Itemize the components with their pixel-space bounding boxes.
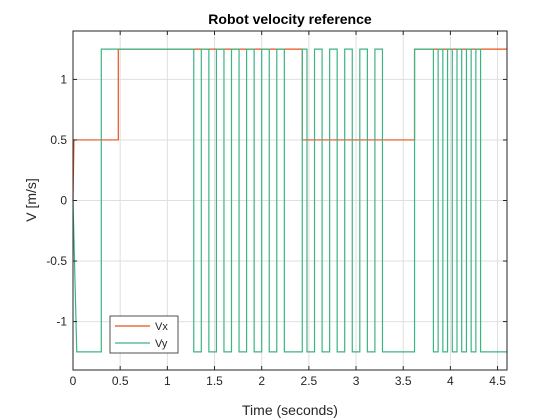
x-tick-label: 2 bbox=[258, 374, 265, 388]
legend-box bbox=[109, 315, 179, 354]
x-axis-label: Time (seconds) bbox=[242, 402, 338, 418]
x-tick-label: 4 bbox=[447, 374, 454, 388]
y-tick-label: -0.5 bbox=[46, 254, 67, 268]
x-tick-label: 0.5 bbox=[112, 374, 129, 388]
x-tick-label: 2.5 bbox=[301, 374, 318, 388]
legend-label-vx: Vx bbox=[155, 321, 168, 333]
series-lines bbox=[72, 48, 507, 353]
y-tick-label: 0 bbox=[60, 194, 67, 208]
legend-label-vy: Vy bbox=[155, 338, 168, 350]
series-line-vy bbox=[72, 48, 507, 353]
x-tick-label: 4.5 bbox=[489, 374, 506, 388]
x-tick-label: 3.5 bbox=[395, 374, 412, 388]
legend: Vx Vy bbox=[109, 315, 179, 354]
axis-ticks: 0 0.5 1 1.5 2 2.5 3 3.5 4 4.5 -1 -0.5 0 0.5 1 bbox=[46, 31, 507, 388]
y-tick-label: -1 bbox=[56, 315, 67, 329]
chart-title: Robot velocity reference bbox=[208, 11, 372, 27]
x-tick-label: 3 bbox=[353, 374, 360, 388]
y-tick-label: 1 bbox=[60, 72, 67, 86]
x-tick-label: 0 bbox=[70, 374, 77, 388]
y-axis-label: V [m/s] bbox=[23, 178, 39, 222]
x-tick-label: 1.5 bbox=[206, 374, 223, 388]
x-tick-label: 1 bbox=[164, 374, 171, 388]
y-tick-label: 0.5 bbox=[50, 133, 67, 147]
